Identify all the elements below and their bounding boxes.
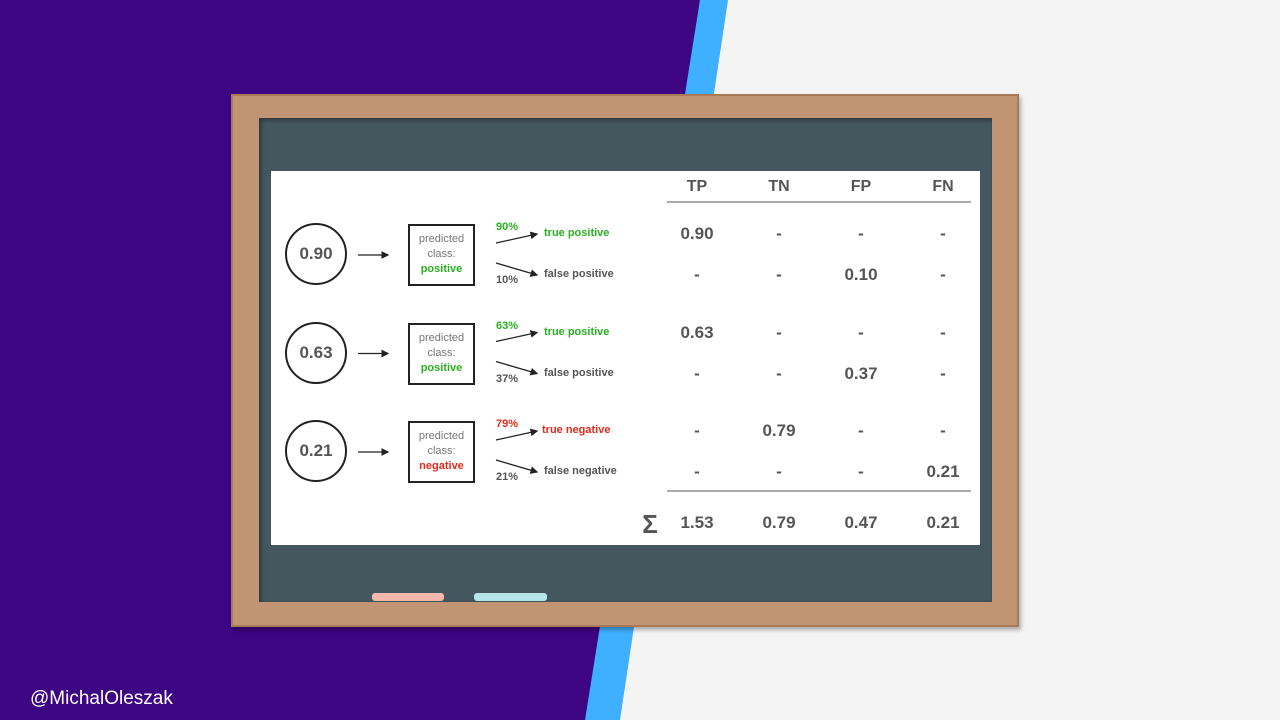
table-cell-fp: - [858,462,864,481]
table-cell-tn: - [776,322,782,342]
branch-percent: 63% [496,319,519,332]
branch-percent: 79% [496,418,519,430]
table-cell-tn: - [776,224,782,243]
sum-tp: 1.53 [680,513,714,532]
branch-arrow [495,428,539,441]
outcome-label: false negative [544,465,617,477]
pink-chalk [372,593,444,601]
sum-fp: 0.47 [844,513,878,532]
table-cell-fn: - [940,322,946,342]
score-circle: 0.63 [285,321,347,384]
table-cell-fp: 0.10 [844,265,878,284]
branch-percent: 10% [496,274,519,286]
author-handle: @MichalOleszak [30,688,173,709]
table-cell-tp: - [694,363,700,383]
predicted-class-value: positive [420,361,463,374]
table-cell-fn: - [940,421,946,440]
outcome-label: false positive [544,268,614,280]
score-circle: 0.21 [285,420,347,482]
table-cell-tp: 0.63 [680,322,714,342]
branch-percent: 21% [496,471,519,483]
table-cell-tp: - [694,421,700,440]
branch-arrow [495,231,539,244]
predicted-class-label: predicted class: [418,233,465,260]
predicted-class-box: predicted class: negative [408,421,475,483]
table-cell-tn: - [776,363,782,383]
diagram-panel [271,171,980,545]
table-header-fp: FP [850,178,872,195]
table-cell-tp: - [694,462,700,481]
table-cell-fp: - [858,421,864,440]
branch-percent: 37% [496,372,519,385]
table-cell-tp: - [694,265,700,284]
table-header-tp: TP [686,178,708,195]
table-cell-fn: - [940,363,946,383]
outcome-label: true negative [542,424,611,436]
table-cell-fp: - [858,322,864,342]
table-cell-tn: - [776,265,782,284]
branch-arrow [495,330,539,343]
sum-tn: 0.79 [762,513,796,532]
table-cell-fp: 0.37 [844,363,878,383]
table-header-tn: TN [768,178,790,195]
predicted-class-value: positive [420,263,463,275]
branch-arrow [495,459,539,474]
table-cell-tp: 0.90 [680,224,714,243]
table-header-fn: FN [932,178,954,195]
branch-arrow [495,360,539,376]
branch-percent: 90% [496,221,519,233]
score-circle: 0.90 [285,223,347,285]
table-cell-fn: - [940,224,946,243]
table-cell-fp: - [858,224,864,243]
sum-fn: 0.21 [926,513,960,532]
predicted-class-label: predicted class: [418,430,465,457]
predicted-class-value: negative [419,460,464,472]
table-cell-fn: - [940,265,946,284]
predicted-class-box: predicted class: positive [408,322,475,385]
outcome-label: true positive [544,227,610,239]
outcome-label: false positive [544,366,614,379]
predicted-class-label: predicted class: [418,331,465,359]
table-cell-fn: 0.21 [926,462,960,481]
sum-symbol: Σ [642,509,658,539]
table-cell-tn: 0.79 [762,421,796,440]
branch-arrow [495,262,539,277]
blue-chalk [474,593,547,601]
predicted-class-box: predicted class: positive [408,224,475,286]
table-cell-tn: - [776,462,782,481]
outcome-label: true positive [544,325,610,338]
